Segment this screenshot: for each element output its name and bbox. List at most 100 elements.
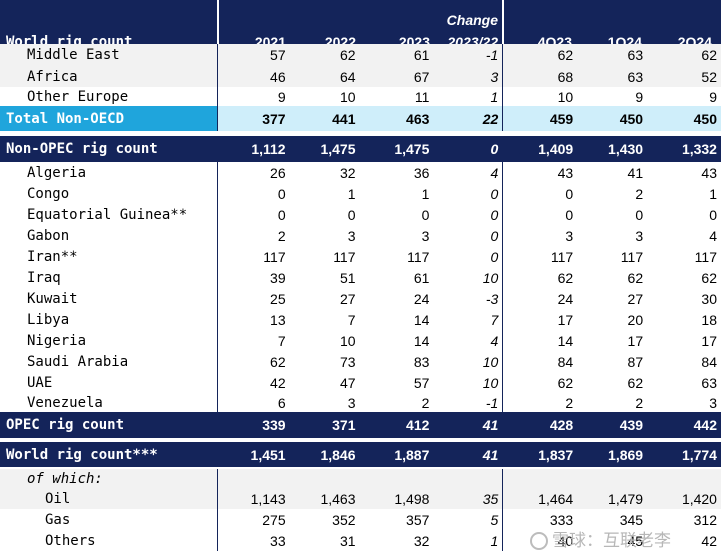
row-value: 3 bbox=[709, 394, 717, 411]
row-value bbox=[290, 469, 360, 488]
row-value: 0 bbox=[277, 185, 286, 202]
row-value: 1 bbox=[433, 530, 504, 551]
row-value: 3 bbox=[635, 227, 644, 244]
row-value: 1,479 bbox=[608, 490, 644, 507]
table-row: Saudi Arabia 62 73 83 10 84 87 84 bbox=[0, 351, 721, 372]
row-value: 83 bbox=[413, 353, 430, 370]
header-divider bbox=[502, 0, 504, 52]
row-value: 4 bbox=[433, 330, 504, 351]
row-value: 117 bbox=[694, 248, 717, 265]
row-value: 0 bbox=[565, 185, 574, 202]
row-value: 0 bbox=[421, 206, 430, 223]
row-value: 63 bbox=[627, 47, 644, 63]
row-value: 64 bbox=[339, 68, 356, 85]
row-label: Others bbox=[0, 530, 218, 551]
row-value: 0 bbox=[433, 225, 504, 246]
row-value: 10 bbox=[557, 88, 574, 105]
row-value bbox=[577, 469, 647, 488]
row-value: 45 bbox=[627, 532, 644, 549]
row-label: Libya bbox=[0, 309, 218, 330]
row-value: 459 bbox=[549, 110, 574, 127]
row-value: 412 bbox=[406, 417, 430, 433]
row-value: 0 bbox=[433, 204, 504, 225]
row-label: Iran** bbox=[0, 246, 218, 267]
row-value: 7 bbox=[433, 309, 504, 330]
row-value: 62 bbox=[701, 269, 717, 286]
row-value: 312 bbox=[693, 511, 717, 528]
row-value: 339 bbox=[262, 417, 286, 433]
row-label: Kuwait bbox=[0, 288, 218, 309]
row-value: 0 bbox=[277, 206, 286, 223]
row-value: 51 bbox=[339, 269, 356, 286]
row-value: 32 bbox=[413, 532, 430, 549]
row-value: 41 bbox=[433, 442, 504, 467]
row-value: 84 bbox=[701, 353, 717, 370]
row-value: 62 bbox=[627, 269, 644, 286]
row-value: 62 bbox=[339, 47, 356, 63]
row-value: 357 bbox=[406, 511, 430, 528]
row-value: 5 bbox=[433, 509, 504, 530]
row-value: 46 bbox=[270, 68, 286, 85]
row-value: 24 bbox=[413, 290, 430, 307]
row-value: 117 bbox=[263, 248, 286, 265]
row-value: 2 bbox=[277, 227, 286, 244]
row-value: 6 bbox=[277, 394, 286, 411]
row-value bbox=[433, 469, 504, 488]
row-value: 9 bbox=[277, 88, 286, 105]
row-value: 0 bbox=[347, 206, 356, 223]
row-value: 450 bbox=[693, 110, 717, 127]
row-value: 31 bbox=[339, 532, 356, 549]
row-value: 42 bbox=[701, 532, 717, 549]
row-value: 17 bbox=[557, 311, 574, 328]
row-label: Nigeria bbox=[0, 330, 218, 351]
table-row: of which: bbox=[0, 469, 721, 488]
row-value: 13 bbox=[270, 311, 286, 328]
row-value: 47 bbox=[339, 374, 356, 391]
table-row: Libya 13 7 14 7 17 20 18 bbox=[0, 309, 721, 330]
row-value: 441 bbox=[332, 110, 356, 127]
row-value: 1,498 bbox=[394, 490, 430, 507]
table-row: Total Non-OECD 377 441 463 22 459 450 450 bbox=[0, 106, 721, 131]
row-value: -3 bbox=[433, 288, 504, 309]
row-value: 9 bbox=[635, 88, 644, 105]
row-label: of which: bbox=[0, 469, 218, 488]
row-label: Equatorial Guinea** bbox=[0, 204, 218, 225]
row-value: 0 bbox=[433, 183, 504, 204]
row-value: 18 bbox=[701, 311, 717, 328]
row-value: 42 bbox=[270, 374, 286, 391]
row-value: 1,475 bbox=[320, 141, 356, 157]
row-value: 14 bbox=[413, 311, 430, 328]
row-value: 30 bbox=[701, 290, 717, 307]
row-value bbox=[647, 469, 721, 488]
row-value: 10 bbox=[339, 332, 356, 349]
row-value: 450 bbox=[619, 110, 644, 127]
row-label: Oil bbox=[0, 488, 218, 509]
row-value: 68 bbox=[557, 68, 574, 85]
row-value: 39 bbox=[270, 269, 286, 286]
table-row: Others 33 31 32 1 40 45 42 bbox=[0, 530, 721, 551]
row-label: Gabon bbox=[0, 225, 218, 246]
row-value: 377 bbox=[262, 110, 286, 127]
table-row: OPEC rig count 339 371 412 41 428 439 442 bbox=[0, 412, 721, 438]
row-value: 0 bbox=[565, 206, 574, 223]
row-value: 1,409 bbox=[538, 141, 574, 157]
row-value: 63 bbox=[627, 68, 644, 85]
row-value: 3 bbox=[565, 227, 574, 244]
row-value: 9 bbox=[709, 88, 717, 105]
row-label: Iraq bbox=[0, 267, 218, 288]
row-label: UAE bbox=[0, 372, 218, 393]
table-row: Africa 46 64 67 3 68 63 52 bbox=[0, 66, 721, 87]
row-value: 1,475 bbox=[394, 141, 430, 157]
row-label: OPEC rig count bbox=[0, 412, 218, 438]
row-value: 52 bbox=[701, 68, 717, 85]
row-value: 3 bbox=[433, 66, 504, 87]
row-value: 10 bbox=[433, 267, 504, 288]
row-value: 22 bbox=[433, 106, 504, 131]
row-value: 442 bbox=[693, 417, 717, 433]
row-value: 43 bbox=[557, 164, 574, 181]
row-value: 1 bbox=[433, 87, 504, 106]
row-value: 2 bbox=[565, 394, 574, 411]
row-value: 0 bbox=[635, 206, 644, 223]
row-value: 87 bbox=[627, 353, 644, 370]
